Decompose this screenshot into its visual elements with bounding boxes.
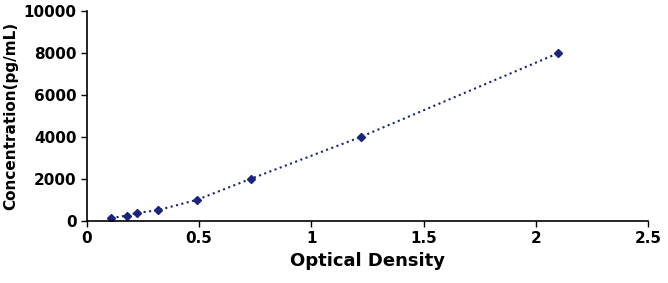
Y-axis label: Concentration(pg/mL): Concentration(pg/mL) <box>3 22 18 210</box>
X-axis label: Optical Density: Optical Density <box>290 252 445 270</box>
